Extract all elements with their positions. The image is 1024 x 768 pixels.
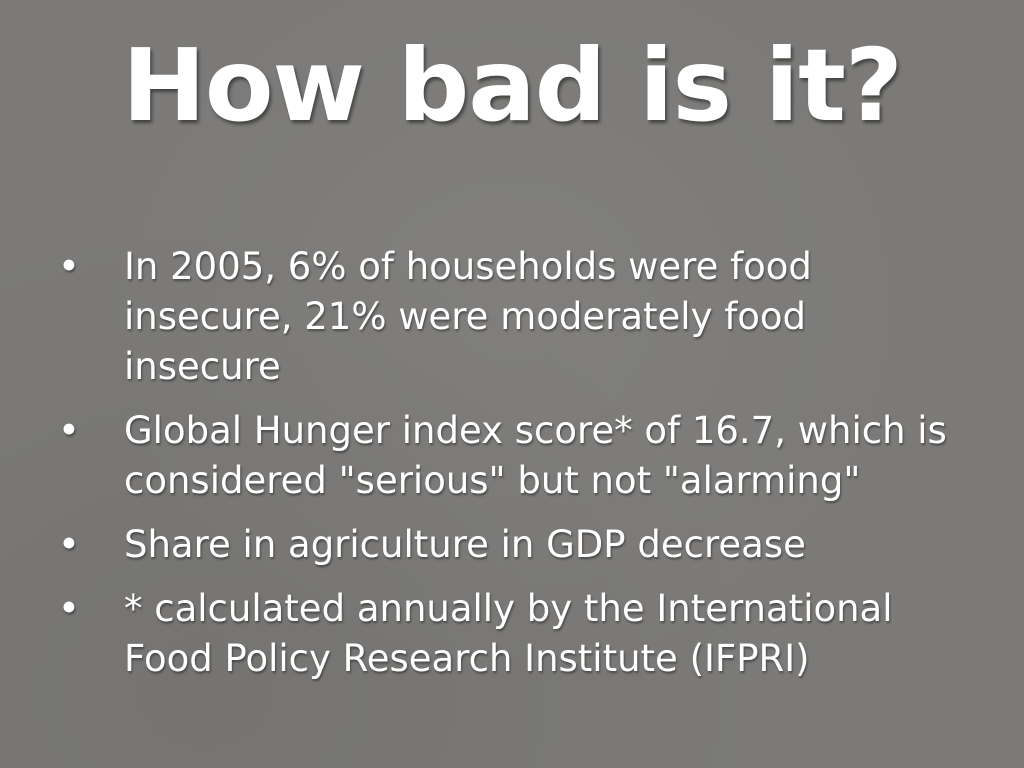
bullet-item: • In 2005, 6% of households were food in… (58, 242, 958, 392)
bullet-marker: • (58, 587, 80, 630)
bullet-text: In 2005, 6% of households were food inse… (124, 245, 812, 388)
bullet-text: Share in agriculture in GDP decrease (124, 523, 806, 566)
bullet-marker: • (58, 245, 80, 288)
bullet-text: * calculated annually by the Internation… (124, 587, 893, 680)
bullet-marker: • (58, 523, 80, 566)
bullet-marker: • (58, 409, 80, 452)
bullet-text: Global Hunger index score* of 16.7, whic… (124, 409, 947, 502)
bullet-item: • * calculated annually by the Internati… (58, 584, 958, 684)
bullet-item: • Share in agriculture in GDP decrease (58, 520, 958, 570)
bullet-item: • Global Hunger index score* of 16.7, wh… (58, 406, 958, 506)
bullet-list: • In 2005, 6% of households were food in… (58, 242, 958, 698)
slide-title: How bad is it? (122, 27, 903, 144)
